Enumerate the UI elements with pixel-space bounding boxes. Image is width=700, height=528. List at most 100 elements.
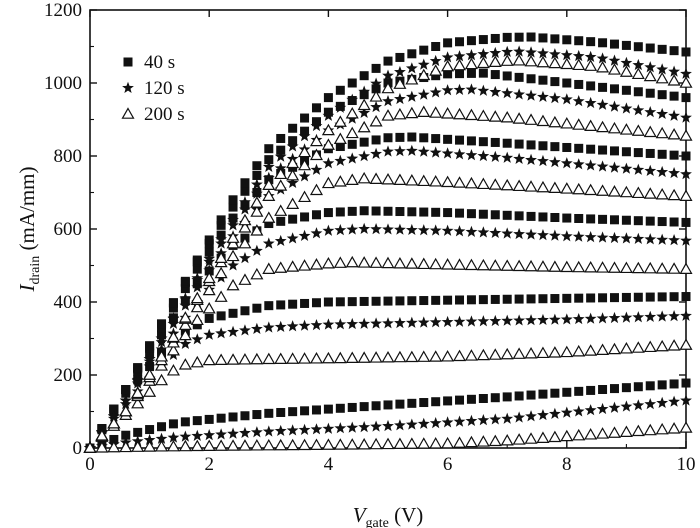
data-point — [526, 390, 536, 400]
data-point — [250, 439, 264, 451]
data-point — [250, 196, 264, 208]
data-point — [321, 256, 335, 269]
data-point — [298, 145, 312, 158]
data-point — [167, 317, 180, 329]
data-point — [357, 351, 371, 363]
data-point — [572, 428, 586, 441]
data-point — [167, 431, 180, 443]
data-point — [500, 347, 514, 360]
data-point — [347, 139, 357, 149]
data-point — [548, 48, 561, 60]
data-point — [286, 140, 299, 152]
data-point — [501, 314, 514, 326]
data-point — [488, 110, 502, 122]
data-point — [167, 312, 180, 324]
data-point — [548, 56, 562, 69]
data-point — [680, 168, 692, 180]
data-point — [107, 410, 120, 422]
data-point — [358, 106, 371, 118]
y-tick-label: 0 — [73, 438, 83, 459]
x-tick-label: 2 — [204, 454, 214, 475]
data-point — [478, 394, 488, 404]
data-point — [560, 313, 573, 325]
data-point — [121, 385, 131, 395]
data-point — [274, 179, 288, 191]
data-point — [166, 439, 180, 452]
data-point — [632, 163, 645, 175]
data-point — [489, 46, 502, 59]
data-point — [407, 398, 417, 408]
data-point — [274, 150, 287, 162]
data-point — [524, 432, 538, 444]
data-point — [145, 425, 155, 435]
data-point — [524, 346, 538, 359]
data-point — [274, 167, 288, 180]
data-point — [262, 178, 276, 190]
data-point — [631, 186, 645, 199]
data-point — [656, 396, 669, 408]
data-point — [455, 295, 465, 305]
data-point — [596, 427, 610, 439]
data-point — [359, 296, 369, 306]
data-point — [154, 350, 169, 362]
data-point — [429, 416, 442, 429]
data-point — [371, 206, 381, 216]
data-point — [252, 303, 262, 313]
data-point — [215, 428, 228, 440]
data-point — [621, 85, 631, 95]
data-point — [512, 259, 526, 272]
data-point — [586, 293, 596, 303]
data-point — [226, 278, 240, 291]
data-point — [191, 281, 204, 293]
data-point — [107, 440, 121, 453]
data-point — [369, 172, 383, 184]
data-point — [286, 232, 299, 244]
data-point — [323, 93, 333, 103]
data-point — [347, 78, 357, 88]
data-point — [560, 345, 574, 358]
data-point — [584, 230, 597, 243]
data-point — [321, 176, 335, 189]
data-point — [574, 79, 584, 89]
data-point — [500, 54, 514, 66]
data-point — [645, 148, 655, 158]
data-point — [513, 227, 526, 240]
data-point — [609, 384, 619, 394]
data-point — [192, 255, 202, 265]
data-point — [550, 34, 560, 44]
data-point — [488, 55, 502, 67]
data-point — [657, 149, 667, 159]
data-point — [550, 294, 560, 304]
data-point — [322, 157, 335, 169]
data-point — [346, 421, 359, 433]
data-point — [656, 233, 669, 245]
data-point — [252, 410, 262, 420]
data-point — [252, 170, 262, 180]
data-point — [310, 119, 323, 132]
data-point — [347, 206, 357, 216]
data-point — [513, 411, 526, 423]
data-point — [333, 175, 347, 187]
data-point — [405, 418, 418, 430]
data-point — [239, 252, 251, 264]
data-point — [524, 54, 538, 67]
data-point — [619, 425, 633, 437]
data-point — [417, 350, 431, 362]
data-point — [620, 162, 633, 174]
data-point — [609, 215, 619, 225]
data-point — [119, 394, 132, 406]
data-point — [478, 209, 488, 219]
data-point — [405, 437, 419, 449]
curve-1 — [84, 309, 692, 454]
data-point — [513, 314, 526, 326]
data-point — [298, 438, 312, 451]
data-point — [679, 262, 693, 274]
data-point — [228, 195, 238, 205]
data-point — [286, 168, 300, 181]
data-point — [382, 69, 394, 81]
data-point — [572, 49, 585, 62]
data-point — [476, 109, 490, 121]
data-point — [431, 397, 441, 407]
data-point — [347, 297, 357, 307]
data-point — [417, 145, 430, 157]
